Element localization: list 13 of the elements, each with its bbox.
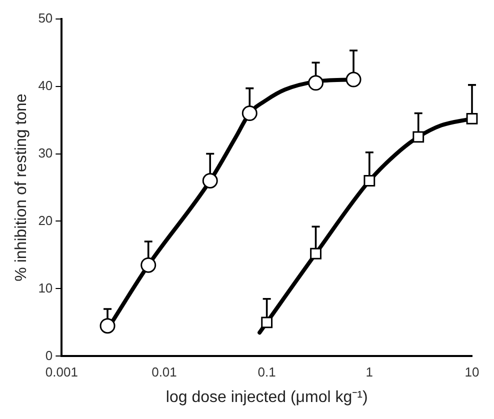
y-tick-label: 40 [38, 78, 53, 93]
x-tick-label: 0.001 [45, 364, 78, 380]
y-tick-label: 50 [38, 10, 53, 26]
x-tick-label: 0.01 [152, 364, 177, 380]
y-tick-label: 10 [38, 280, 53, 296]
x-tick-label: 0.1 [258, 364, 276, 380]
x-axis-title: log dose injected (μmol kg⁻¹) [166, 388, 368, 406]
y-tick-label: 20 [38, 212, 53, 228]
x-tick-label: 10 [464, 364, 480, 380]
y-tick-label: 30 [38, 145, 53, 160]
y-tick-label: 0 [45, 348, 53, 363]
x-tick-label: 1 [366, 364, 374, 380]
y-axis-title: % inhibition of resting tone [13, 94, 30, 282]
